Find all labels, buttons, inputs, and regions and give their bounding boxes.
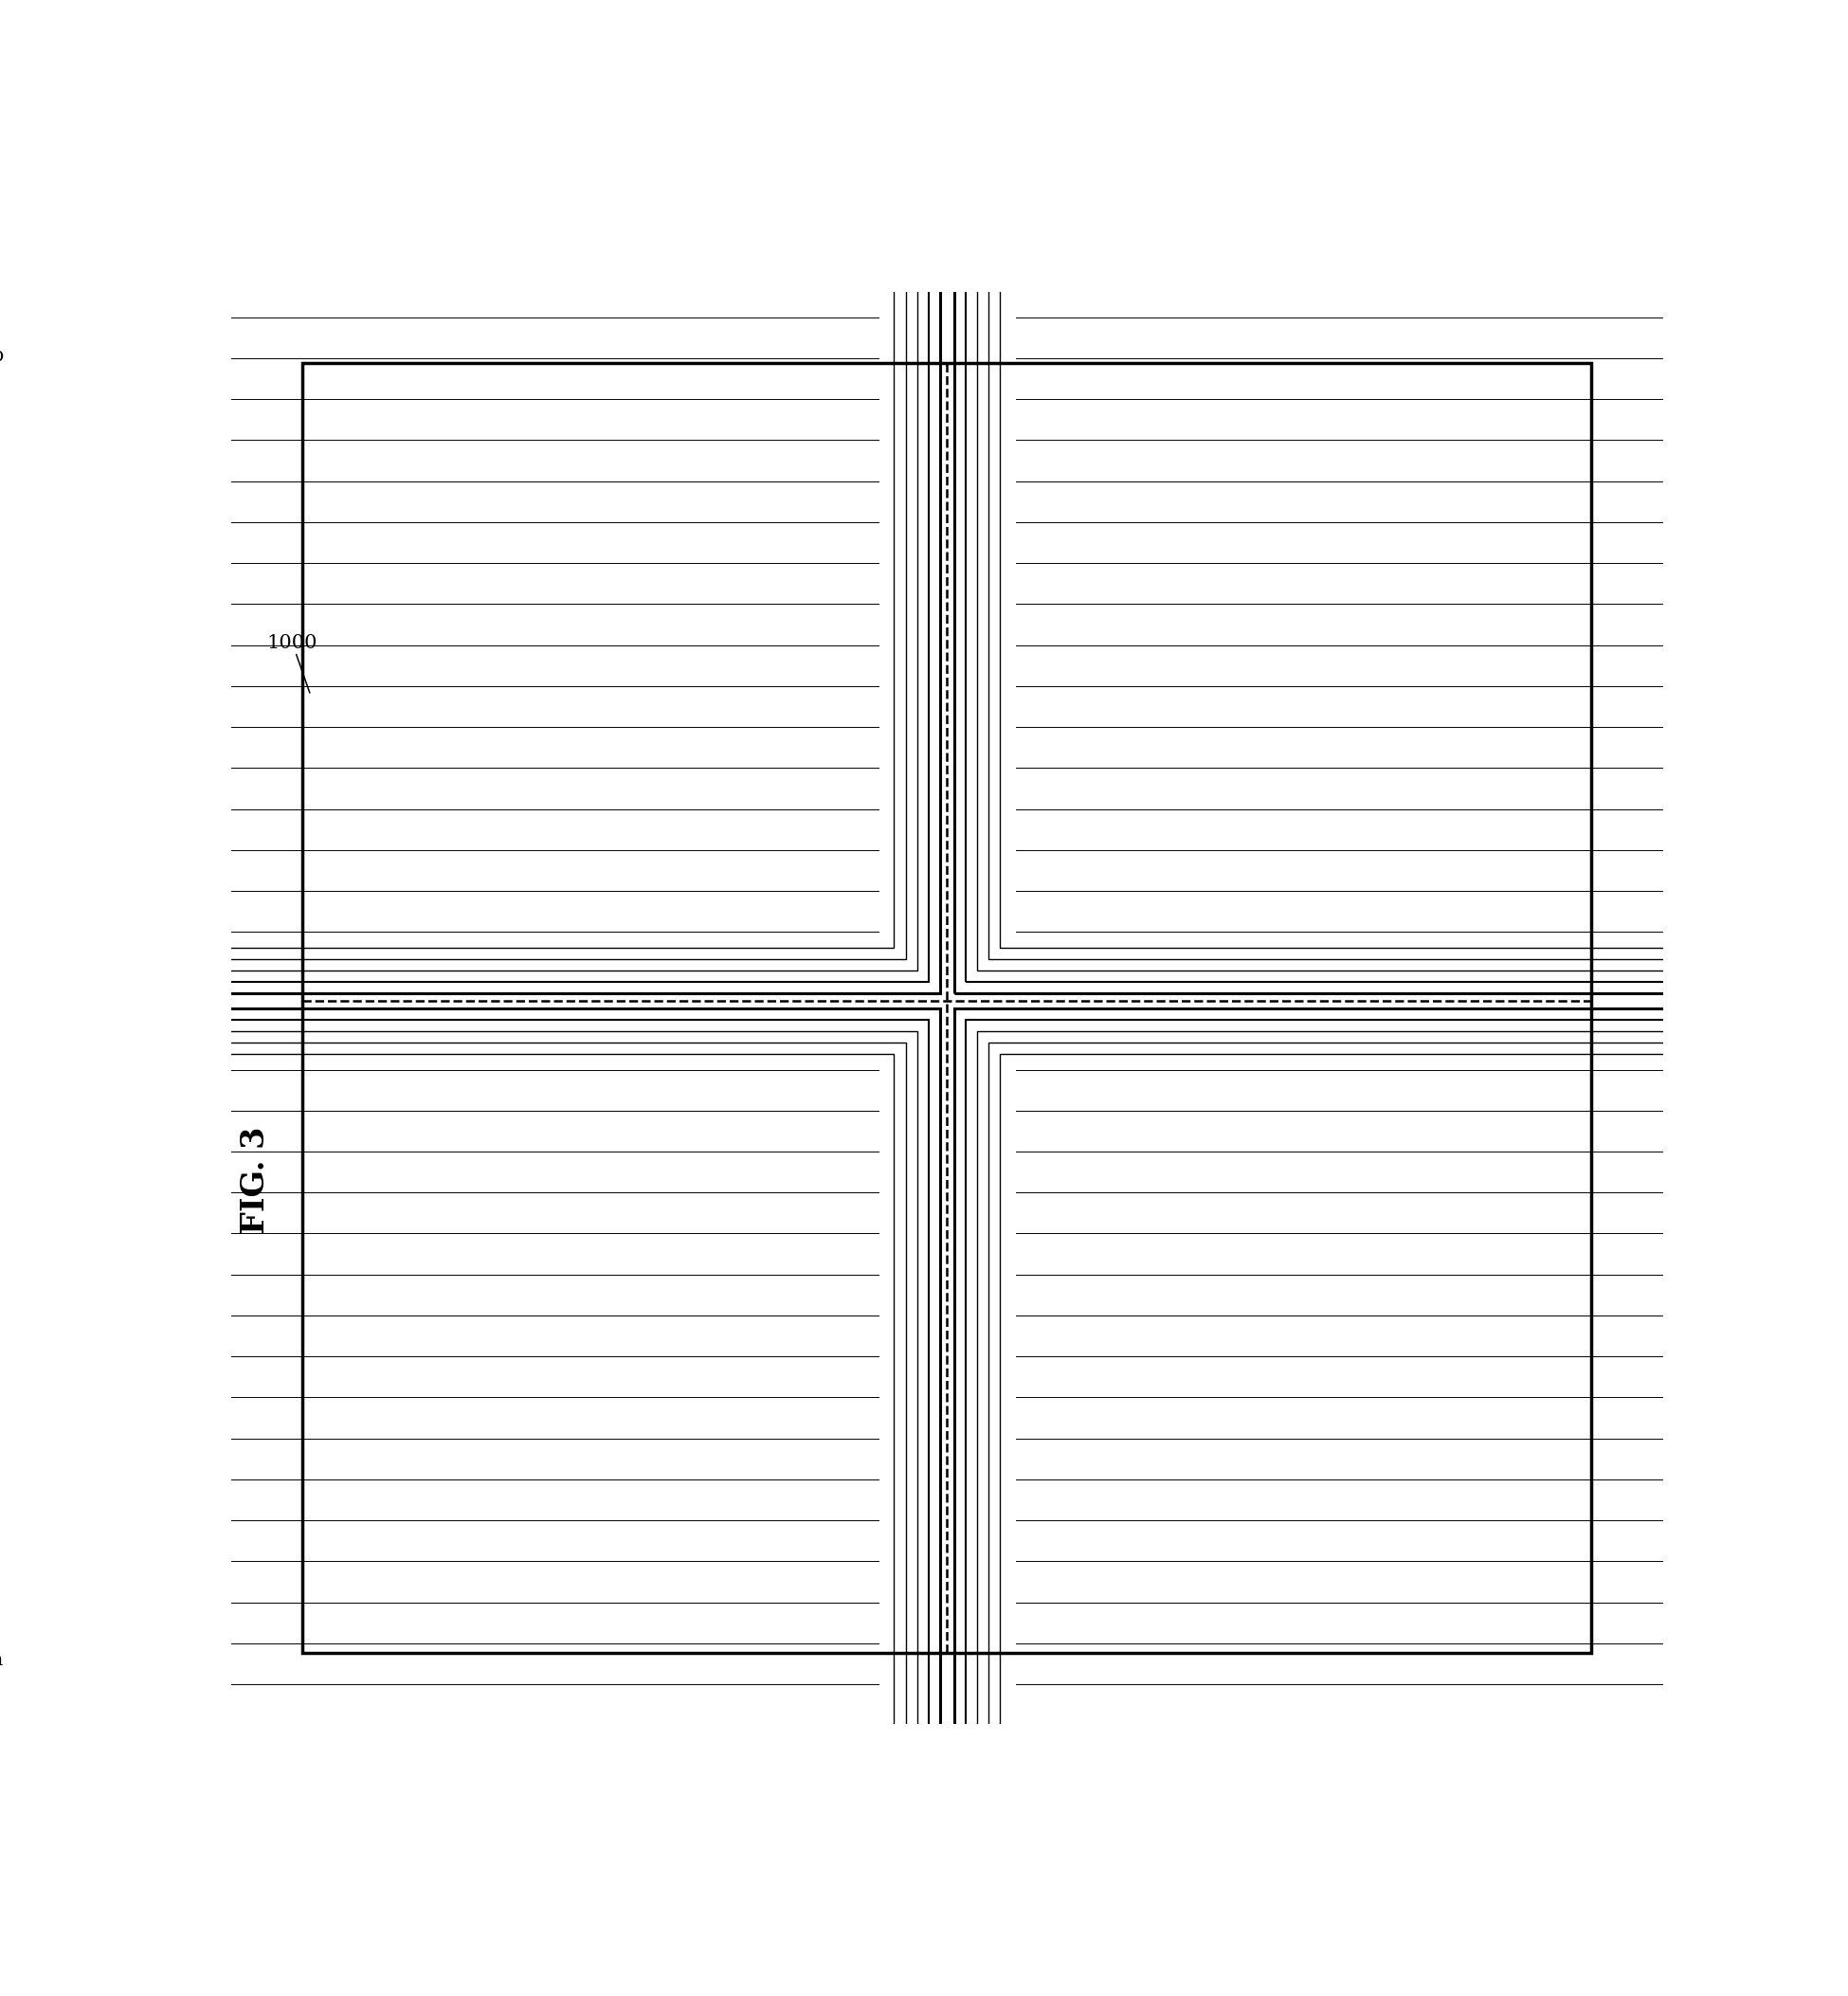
Bar (954, 0, 1828, 994)
Text: 120b: 120b (0, 347, 4, 365)
Bar (1769, 1100, 1787, 1118)
Text: 1000: 1000 (266, 635, 318, 693)
Bar (67, 0, 941, 994)
Bar (1000, 0, 1781, 948)
Bar (113, 1054, 894, 1996)
Bar (100, 0, 131, 936)
Bar (1769, 860, 1787, 878)
Bar (107, 906, 126, 924)
Bar (100, 1042, 906, 1996)
Bar (989, 0, 1794, 960)
Bar (78, 0, 928, 982)
Bar (111, 892, 116, 898)
Bar (111, 1132, 116, 1136)
Bar (1769, 906, 1787, 924)
Bar (107, 860, 126, 878)
Text: FIG. 3: FIG. 3 (240, 1126, 272, 1234)
Bar (107, 1100, 126, 1118)
Bar (107, 884, 126, 902)
Bar (1763, 0, 1794, 936)
Bar (107, 838, 126, 856)
Bar (78, 1020, 928, 1996)
Bar (978, 0, 1805, 970)
Bar (113, 0, 894, 948)
Bar (1000, 1054, 1781, 1996)
Bar (111, 870, 116, 874)
Bar (111, 1110, 116, 1114)
Bar (89, 0, 917, 970)
Bar (1769, 884, 1787, 902)
Bar (967, 0, 1817, 982)
Bar (100, 0, 906, 960)
Bar (1769, 1122, 1787, 1142)
Bar (100, 1066, 131, 1996)
Bar (1769, 1076, 1787, 1096)
Bar (1769, 838, 1787, 856)
Bar (954, 1008, 1828, 1996)
Bar (978, 1030, 1805, 1996)
Bar (107, 1122, 126, 1142)
Bar (111, 916, 116, 920)
Bar (989, 1042, 1794, 1996)
Text: 120a: 120a (0, 1651, 4, 1669)
Bar (1763, 1066, 1794, 1996)
Bar (1769, 1146, 1787, 1164)
Bar (67, 1008, 941, 1996)
Bar (107, 1146, 126, 1164)
Bar (111, 1156, 116, 1160)
Bar (111, 846, 116, 852)
Bar (107, 1076, 126, 1096)
Bar (111, 1086, 116, 1090)
Bar (967, 1020, 1817, 1996)
Bar (89, 1030, 917, 1996)
